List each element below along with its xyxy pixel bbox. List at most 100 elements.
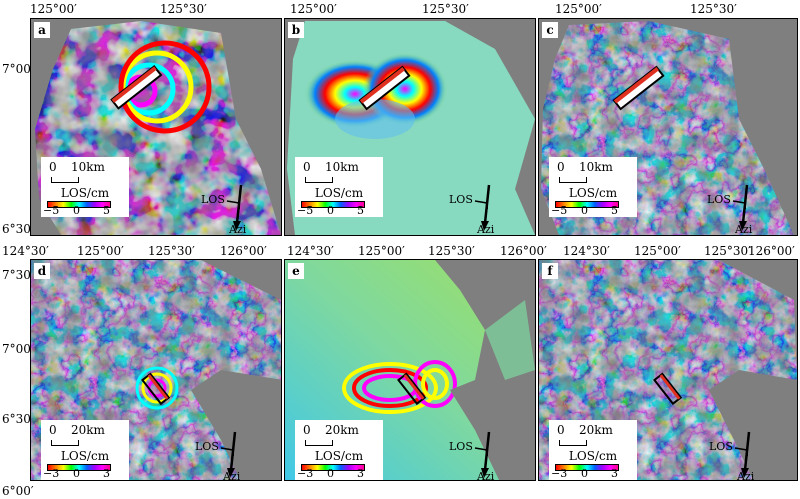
- panel-letter-f: f: [542, 263, 558, 279]
- bot-lon-tick-f2: 125°00′: [634, 244, 681, 258]
- cbar-max-b: 5: [357, 204, 364, 217]
- azi-label-c: Azi: [735, 223, 753, 236]
- bot-lon-tick-f4: 126°00′: [748, 244, 795, 258]
- bot-lat-tick-4: 6°00′: [2, 484, 34, 498]
- panel-b: b 0 10km LOS/cm −5 0 5 LOS Azi: [284, 18, 536, 236]
- panel-letter-a: a: [34, 22, 50, 38]
- direction-e: LOS Azi: [449, 426, 519, 481]
- bot-lat-tick-3: 6°30′: [2, 412, 34, 426]
- colorbar-f: [555, 464, 619, 471]
- unit-c: LOS/cm: [568, 186, 618, 200]
- top-lon-tick-b1: 125°00′: [290, 2, 337, 16]
- cbar-min-e: −3: [297, 467, 314, 480]
- colorbar-a: [47, 201, 111, 208]
- azi-label-f: Azi: [737, 470, 755, 481]
- unit-a: LOS/cm: [60, 186, 110, 200]
- cbar-mid-b: 0: [327, 204, 334, 217]
- colorbar-d: [47, 464, 111, 471]
- azi-label-e: Azi: [477, 470, 495, 481]
- bot-lon-tick-e2: 125°00′: [358, 244, 405, 258]
- scale-bar-d: [51, 440, 79, 446]
- los-azi-arrows-c: [732, 184, 749, 231]
- los-label-e: LOS: [449, 440, 473, 453]
- legend-f: 0 20km LOS/cm −3 0 3: [549, 420, 637, 480]
- scale-bar-c: [559, 177, 587, 183]
- scale-km-e: 20km: [325, 423, 359, 437]
- legend-c: 0 10km LOS/cm −5 0 5: [549, 157, 637, 217]
- direction-a: LOS Azi: [201, 179, 271, 235]
- scale-km-f: 20km: [579, 423, 613, 437]
- panel-d: d 0 20km LOS/cm −3 0 3 LOS Azi: [30, 259, 282, 481]
- bot-lon-tick-f3: 125°30′: [704, 244, 751, 258]
- panel-letter-c: c: [542, 22, 558, 38]
- scale-zero-b: 0: [303, 160, 311, 174]
- colorbar-b: [301, 201, 365, 208]
- cbar-min-c: −5: [551, 204, 568, 217]
- top-lon-tick-b2: 125°30′: [422, 2, 469, 16]
- panel-letter-b: b: [288, 22, 304, 38]
- top-lon-tick-a1: 125°00′: [30, 2, 77, 16]
- fault-d: [141, 372, 171, 406]
- legend-b: 0 10km LOS/cm −5 0 5: [295, 157, 383, 217]
- colorbar-c: [555, 201, 619, 208]
- panel-letter-d: d: [34, 263, 50, 279]
- los-azi-arrows-b: [474, 184, 491, 231]
- legend-e: 0 20km LOS/cm −3 0 3: [295, 420, 383, 480]
- unit-f: LOS/cm: [568, 449, 618, 463]
- fault-e: [397, 372, 427, 406]
- direction-b: LOS Azi: [449, 179, 519, 235]
- cbar-max-d: 3: [103, 467, 110, 480]
- scale-bar-f: [559, 440, 587, 446]
- cbar-max-e: 3: [357, 467, 364, 480]
- fault-c: [612, 65, 665, 111]
- legend-a: 0 10km LOS/cm −5 0 5: [41, 157, 129, 217]
- bot-lon-tick-d4: 126°00′: [220, 244, 267, 258]
- unit-d: LOS/cm: [60, 449, 110, 463]
- los-azi-arrows-d: [220, 431, 237, 478]
- fault-b: [358, 65, 411, 111]
- top-lat-tick-2: 6°30′: [2, 222, 34, 236]
- panel-e: e 0 20km LOS/cm −3 0 3 LOS Azi: [284, 259, 536, 481]
- panel-c: c 0 10km LOS/cm −5 0 5 LOS Azi: [538, 18, 798, 236]
- scale-bar-a: [51, 177, 79, 183]
- top-lat-tick-1: 7°00′: [2, 62, 34, 76]
- cbar-mid-c: 0: [581, 204, 588, 217]
- los-label-b: LOS: [449, 193, 473, 206]
- los-label-f: LOS: [709, 440, 733, 453]
- panel-f: f 0 20km LOS/cm −3 0 3 LOS Azi: [538, 259, 798, 481]
- scale-zero-f: 0: [557, 423, 565, 437]
- scale-km-a: 10km: [71, 160, 105, 174]
- unit-b: LOS/cm: [314, 186, 364, 200]
- bot-lon-tick-d1: 124°30′: [2, 244, 49, 258]
- fault-f: [653, 372, 683, 406]
- bot-lon-tick-f1: 124°30′: [563, 244, 610, 258]
- azi-label-b: Azi: [477, 223, 495, 236]
- cbar-min-d: −3: [43, 467, 60, 480]
- cbar-max-f: 3: [611, 467, 618, 480]
- cbar-min-b: −5: [297, 204, 314, 217]
- panel-a: a 0 10km LOS/cm −5 0 5 LOS Azi: [30, 18, 282, 236]
- los-label-a: LOS: [201, 193, 225, 206]
- bot-lon-tick-e3: 125°30′: [428, 244, 475, 258]
- scale-bar-b: [305, 177, 333, 183]
- los-label-d: LOS: [195, 440, 219, 453]
- los-azi-arrows-e: [474, 431, 491, 478]
- legend-d: 0 20km LOS/cm −3 0 3: [41, 420, 129, 480]
- cbar-max-a: 5: [103, 204, 110, 217]
- unit-e: LOS/cm: [314, 449, 364, 463]
- bot-lat-tick-1: 7°30′: [2, 268, 34, 282]
- top-lon-tick-c2: 125°30′: [690, 2, 737, 16]
- top-lon-tick-a2: 125°30′: [160, 2, 207, 16]
- colorbar-e: [301, 464, 365, 471]
- cbar-max-c: 5: [611, 204, 618, 217]
- cbar-mid-a: 0: [73, 204, 80, 217]
- fault-a: [110, 65, 163, 110]
- top-lon-tick-c1: 125°00′: [555, 2, 602, 16]
- scale-km-c: 10km: [579, 160, 613, 174]
- panel-letter-e: e: [288, 263, 304, 279]
- scale-zero-c: 0: [557, 160, 565, 174]
- los-azi-arrows-f: [734, 431, 751, 478]
- los-label-c: LOS: [707, 193, 731, 206]
- scale-km-d: 20km: [71, 423, 105, 437]
- azi-label-d: Azi: [223, 470, 241, 481]
